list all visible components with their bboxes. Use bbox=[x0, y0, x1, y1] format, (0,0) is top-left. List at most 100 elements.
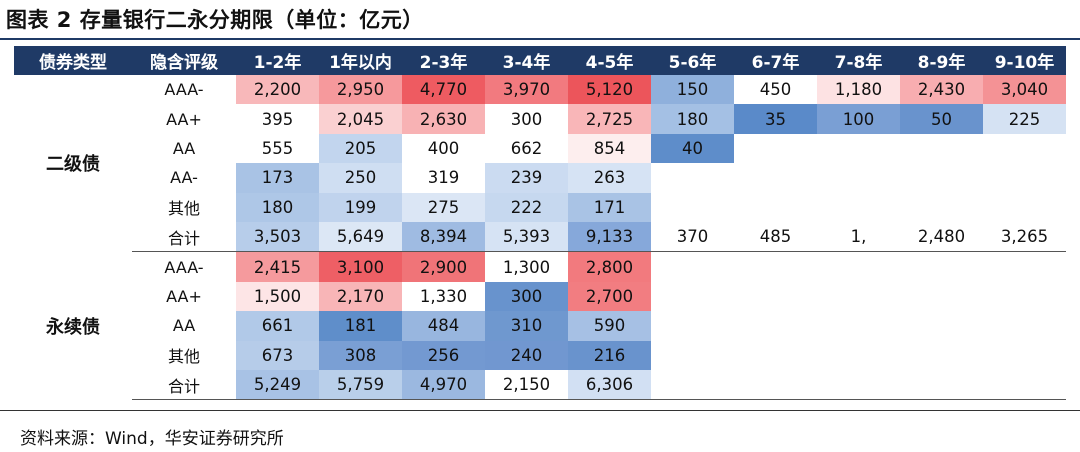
header-cell: 6-7年 bbox=[734, 46, 817, 75]
value-cell: 395 bbox=[236, 104, 319, 134]
value-cell bbox=[734, 251, 817, 282]
value-cell: 216 bbox=[568, 340, 651, 370]
value-cell: 3,100 bbox=[319, 251, 402, 282]
table-row: AA+ 395 2,045 2,630 300 2,725 180 35 100 50 225 bbox=[14, 104, 1066, 134]
header-cell: 2-3年 bbox=[402, 46, 485, 75]
value-cell: 2,700 bbox=[568, 281, 651, 312]
value-cell bbox=[734, 340, 817, 370]
value-cell: 240 bbox=[485, 340, 568, 370]
value-cell: 5,393 bbox=[485, 221, 568, 253]
value-cell: 2,900 bbox=[402, 251, 485, 282]
value-cell: 50 bbox=[900, 104, 983, 134]
value-cell: 1, bbox=[817, 221, 900, 253]
value-cell: 180 bbox=[651, 104, 734, 134]
header-row: 债券类型 隐含评级 1-2年 1年以内 2-3年 3-4年 4-5年 5-6年 6-7年 7-8年… bbox=[14, 46, 1066, 75]
value-cell: 1,330 bbox=[402, 281, 485, 312]
value-cell: 205 bbox=[319, 133, 402, 164]
value-cell: 5,249 bbox=[236, 369, 319, 401]
rating-label: 合计 bbox=[132, 369, 236, 401]
header-cell: 1年以内 bbox=[319, 46, 402, 75]
value-cell: 308 bbox=[319, 340, 402, 370]
value-cell: 450 bbox=[734, 75, 817, 105]
value-cell: 555 bbox=[236, 133, 319, 164]
value-cell: 199 bbox=[319, 192, 402, 222]
value-cell: 40 bbox=[651, 133, 734, 164]
rating-label: 合计 bbox=[132, 221, 236, 253]
value-cell: 222 bbox=[485, 192, 568, 222]
value-cell bbox=[983, 369, 1066, 401]
value-cell: 1,180 bbox=[817, 75, 900, 105]
value-cell bbox=[651, 281, 734, 312]
value-cell: 2,430 bbox=[900, 75, 983, 105]
value-cell: 3,503 bbox=[236, 221, 319, 253]
value-cell: 2,045 bbox=[319, 104, 402, 134]
value-cell: 2,150 bbox=[485, 369, 568, 401]
value-cell bbox=[817, 251, 900, 282]
value-cell: 150 bbox=[651, 75, 734, 105]
rating-label: AAA- bbox=[164, 80, 204, 100]
rating-label: 其他 bbox=[167, 199, 200, 219]
value-cell: 5,120 bbox=[568, 75, 651, 105]
table-row: AA- 173 250 319 239 263 bbox=[14, 163, 1066, 193]
table-bottom-rule bbox=[0, 410, 1080, 411]
value-cell: 35 bbox=[734, 104, 817, 134]
rating-label: AA+ bbox=[166, 109, 202, 129]
value-cell: 2,800 bbox=[568, 251, 651, 282]
header-cell: 3-4年 bbox=[485, 46, 568, 75]
value-cell bbox=[817, 340, 900, 370]
value-cell: 854 bbox=[568, 133, 651, 164]
value-cell bbox=[900, 369, 983, 401]
value-cell: 3,265 bbox=[983, 221, 1066, 253]
bond-type-label: 永续债 bbox=[46, 316, 100, 338]
value-cell bbox=[900, 251, 983, 282]
maturity-table: 债券类型 隐含评级 1-2年 1年以内 2-3年 3-4年 4-5年 5-6年 6-7年 7-8年… bbox=[14, 46, 1066, 401]
value-cell: 484 bbox=[402, 311, 485, 341]
value-cell bbox=[651, 369, 734, 401]
value-cell bbox=[734, 133, 817, 164]
table-row: 永续债 AAA- 2,415 3,100 2,900 1,300 2,800 bbox=[14, 251, 1066, 338]
value-cell: 9,133 bbox=[568, 221, 651, 253]
bond-type-label: 二级债 bbox=[46, 154, 100, 176]
header-cell: 4-5年 bbox=[568, 46, 651, 75]
value-cell: 2,630 bbox=[402, 104, 485, 134]
header-cell: 9-10年 bbox=[983, 46, 1066, 75]
value-cell bbox=[651, 192, 734, 222]
value-cell: 2,415 bbox=[236, 251, 319, 282]
value-cell: 300 bbox=[485, 104, 568, 134]
value-cell bbox=[900, 340, 983, 370]
table-row: 其他 180 199 275 222 171 bbox=[14, 192, 1066, 222]
value-cell: 263 bbox=[568, 163, 651, 193]
value-cell bbox=[983, 133, 1066, 164]
header-cell: 7-8年 bbox=[817, 46, 900, 75]
header-cell: 8-9年 bbox=[900, 46, 983, 75]
rating-label: AA- bbox=[170, 168, 198, 188]
value-cell: 1,500 bbox=[236, 281, 319, 312]
source-note: 资料来源：Wind，华安证券研究所 bbox=[20, 429, 284, 449]
rating-label: 其他 bbox=[167, 347, 200, 367]
value-cell: 3,970 bbox=[485, 75, 568, 105]
value-cell bbox=[983, 281, 1066, 312]
value-cell bbox=[900, 281, 983, 312]
value-cell bbox=[900, 311, 983, 341]
value-cell bbox=[900, 133, 983, 164]
value-cell bbox=[900, 192, 983, 222]
value-cell bbox=[817, 369, 900, 401]
value-cell: 250 bbox=[319, 163, 402, 193]
rating-label: AAA- bbox=[164, 257, 204, 277]
value-cell: 6,306 bbox=[568, 369, 651, 401]
table-header: 债券类型 隐含评级 1-2年 1年以内 2-3年 3-4年 4-5年 5-6年 6-7年 7-8年… bbox=[14, 46, 1066, 75]
value-cell: 485 bbox=[734, 221, 817, 253]
value-cell: 8,394 bbox=[402, 221, 485, 253]
value-cell bbox=[900, 163, 983, 193]
value-cell bbox=[983, 251, 1066, 282]
table-row: 合计 3,503 5,649 8,394 5,393 9,133 370 485 1, 2,480… bbox=[14, 221, 1066, 253]
value-cell: 3,040 bbox=[983, 75, 1066, 105]
value-cell bbox=[817, 281, 900, 312]
value-cell: 2,480 bbox=[900, 221, 983, 253]
value-cell bbox=[734, 281, 817, 312]
value-cell: 256 bbox=[402, 340, 485, 370]
value-cell bbox=[983, 340, 1066, 370]
figure-title: 图表 2 存量银行二永分期限（单位：亿元） bbox=[6, 8, 424, 32]
value-cell: 2,170 bbox=[319, 281, 402, 312]
value-cell bbox=[817, 133, 900, 164]
